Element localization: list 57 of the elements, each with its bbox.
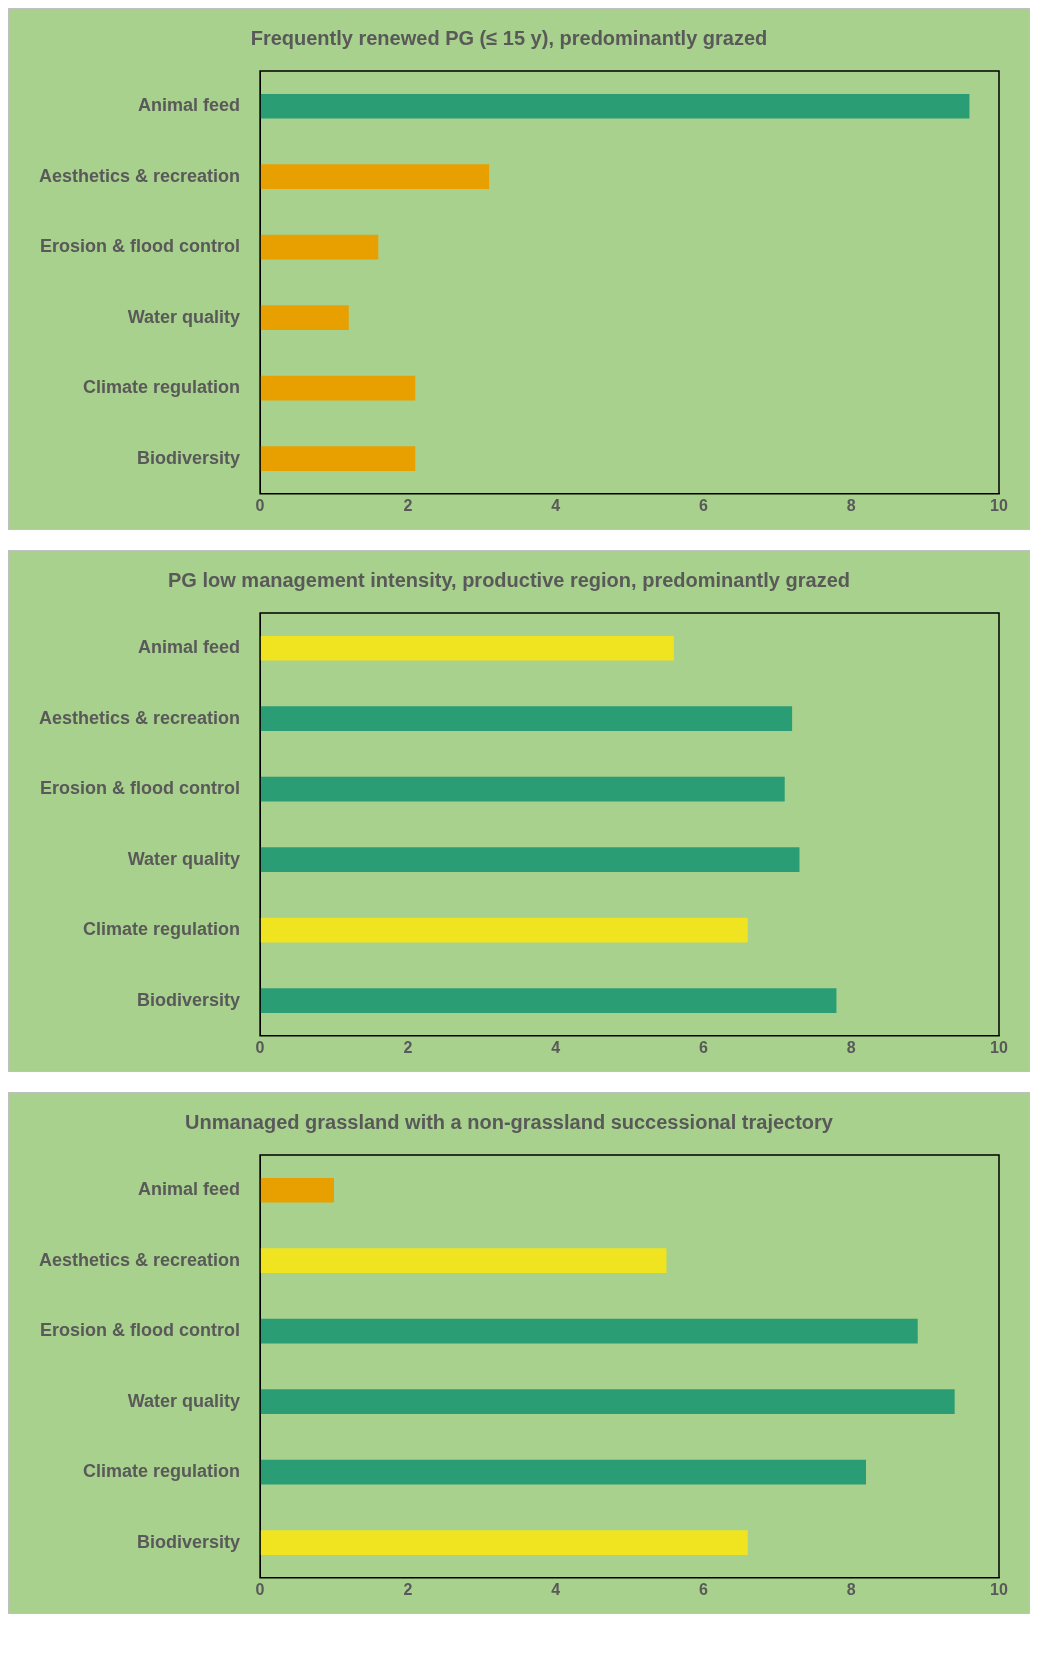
x-tick-label: 2 bbox=[403, 1038, 413, 1056]
bar bbox=[260, 305, 349, 330]
y-tick-label: Biodiversity bbox=[137, 447, 241, 468]
bar bbox=[260, 164, 490, 190]
x-tick-label: 8 bbox=[846, 1038, 856, 1056]
chart-title: PG low management intensity, productive region, predominantly grazed bbox=[168, 568, 850, 591]
y-tick-label: Erosion & flood control bbox=[40, 236, 241, 257]
x-tick-label: 10 bbox=[990, 496, 1008, 514]
x-tick-label: 8 bbox=[846, 496, 856, 514]
chart-title: Frequently renewed PG (≤ 15 y), predominantly grazed bbox=[250, 26, 768, 49]
bar bbox=[260, 988, 837, 1013]
bar bbox=[260, 1389, 955, 1414]
y-tick-label: Aesthetics & recreation bbox=[39, 707, 241, 728]
bar bbox=[260, 776, 785, 802]
bar bbox=[260, 93, 970, 119]
y-tick-label: Water quality bbox=[127, 306, 241, 327]
bar bbox=[260, 1530, 748, 1555]
y-tick-label: Aesthetics & recreation bbox=[39, 1249, 241, 1270]
x-tick-label: 4 bbox=[551, 1038, 561, 1056]
y-tick-label: Climate regulation bbox=[83, 1461, 241, 1482]
x-tick-label: 4 bbox=[551, 496, 561, 514]
y-tick-label: Water quality bbox=[127, 1390, 241, 1411]
x-tick-label: 10 bbox=[990, 1580, 1008, 1598]
y-tick-label: Erosion & flood control bbox=[40, 778, 241, 799]
y-tick-label: Animal feed bbox=[138, 95, 241, 116]
x-tick-label: 0 bbox=[255, 1580, 265, 1598]
bar bbox=[260, 706, 793, 732]
bar bbox=[260, 917, 748, 943]
y-tick-label: Erosion & flood control bbox=[40, 1320, 241, 1341]
bar bbox=[260, 234, 379, 260]
y-tick-label: Biodiversity bbox=[137, 989, 241, 1010]
y-tick-label: Aesthetics & recreation bbox=[39, 165, 241, 186]
bar bbox=[260, 1459, 866, 1485]
y-tick-label: Animal feed bbox=[138, 1179, 241, 1200]
x-tick-label: 4 bbox=[551, 1580, 561, 1598]
chart-title: Unmanaged grassland with a non-grassland successional trajectory bbox=[185, 1110, 834, 1133]
x-tick-label: 8 bbox=[846, 1580, 856, 1598]
x-tick-label: 2 bbox=[403, 496, 413, 514]
y-tick-label: Biodiversity bbox=[137, 1531, 241, 1552]
bar bbox=[260, 847, 800, 872]
x-tick-label: 0 bbox=[255, 1038, 265, 1056]
x-tick-label: 2 bbox=[403, 1580, 413, 1598]
bar bbox=[260, 1177, 334, 1203]
y-tick-label: Water quality bbox=[127, 848, 241, 869]
y-tick-label: Climate regulation bbox=[83, 377, 241, 398]
bar bbox=[260, 1318, 918, 1344]
bar bbox=[260, 635, 674, 661]
x-tick-label: 0 bbox=[255, 496, 265, 514]
bar bbox=[260, 1248, 667, 1274]
x-tick-label: 10 bbox=[990, 1038, 1008, 1056]
x-tick-label: 6 bbox=[698, 1580, 708, 1598]
y-tick-label: Climate regulation bbox=[83, 919, 241, 940]
bar bbox=[260, 446, 416, 471]
x-tick-label: 6 bbox=[698, 1038, 708, 1056]
x-tick-label: 6 bbox=[698, 496, 708, 514]
bar bbox=[260, 375, 416, 401]
y-tick-label: Animal feed bbox=[138, 637, 241, 658]
